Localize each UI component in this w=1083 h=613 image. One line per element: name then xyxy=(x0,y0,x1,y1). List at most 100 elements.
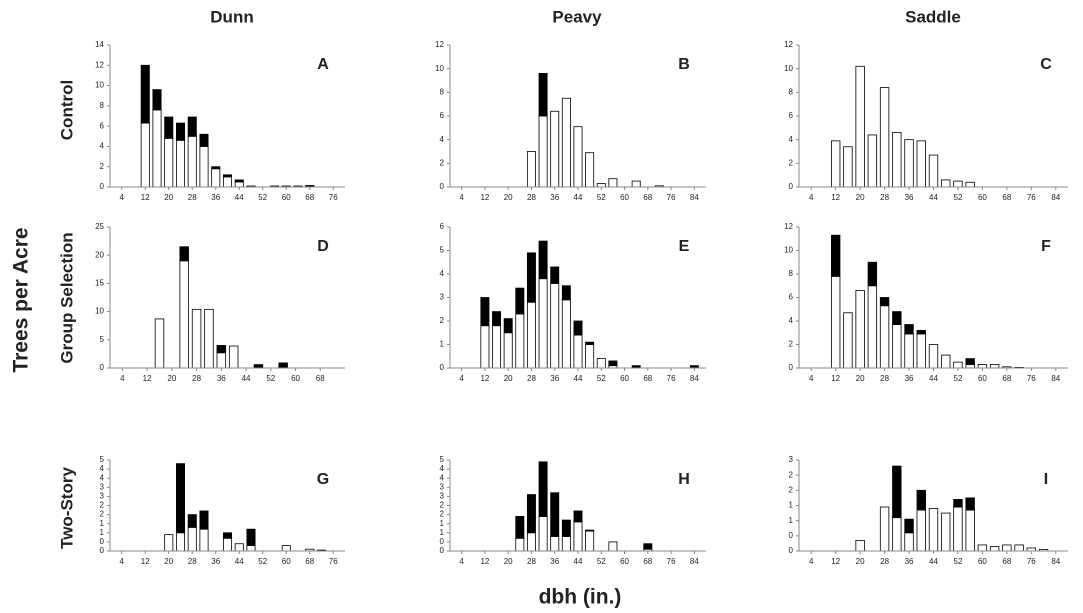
bar-segment xyxy=(550,110,560,188)
bar-segment xyxy=(977,544,988,552)
panel-letter: G xyxy=(317,471,329,488)
y-tick-label: 1 xyxy=(789,501,794,510)
bar-segment xyxy=(538,278,548,369)
x-tick-label: 28 xyxy=(188,193,197,202)
bar-segment xyxy=(526,532,536,552)
bar-segment xyxy=(989,546,1000,552)
bar-segment xyxy=(538,73,548,117)
bar-segment xyxy=(305,185,315,187)
bar-segment xyxy=(608,541,618,552)
y-tick-label: 2 xyxy=(789,470,794,479)
y-tick-label: 2 xyxy=(789,485,794,494)
x-tick-label: 68 xyxy=(1002,557,1011,566)
y-tick-label: 4 xyxy=(440,464,445,473)
bar-segment xyxy=(573,521,583,552)
y-tick-label: 0 xyxy=(789,363,794,372)
y-tick-label: 0 xyxy=(100,182,105,191)
x-tick-label: 12 xyxy=(141,557,150,566)
x-tick-label: 4 xyxy=(120,557,125,566)
y-tick-label: 10 xyxy=(784,246,793,255)
bar-segment xyxy=(941,512,951,552)
x-tick-label: 28 xyxy=(880,193,889,202)
x-tick-label: 36 xyxy=(211,193,220,202)
bar-segment xyxy=(928,344,939,369)
y-tick-label: 3 xyxy=(100,482,105,491)
x-tick-label: 20 xyxy=(504,374,513,383)
bar-segment xyxy=(199,133,209,147)
bar-segment xyxy=(904,333,914,369)
bar-segment xyxy=(916,489,926,511)
bar-segment xyxy=(953,499,963,508)
y-tick-label: 4 xyxy=(440,269,445,278)
bar-segment xyxy=(550,536,560,552)
x-tick-label: 4 xyxy=(809,193,814,202)
bar-segment xyxy=(191,308,202,369)
x-tick-label: 36 xyxy=(550,193,559,202)
x-tick-label: 12 xyxy=(143,374,152,383)
x-tick-label: 36 xyxy=(905,374,914,383)
x-tick-label: 60 xyxy=(282,557,291,566)
x-tick-label: 44 xyxy=(929,374,938,383)
bar-segment xyxy=(503,318,513,334)
x-tick-label: 68 xyxy=(1002,374,1011,383)
x-tick-label: 76 xyxy=(329,193,338,202)
y-tick-label: 1 xyxy=(440,519,445,528)
y-tick-label: 4 xyxy=(100,464,105,473)
bar-segment xyxy=(573,334,583,369)
bar-segment xyxy=(867,285,878,369)
y-tick-label: 8 xyxy=(789,87,794,96)
bar-segment xyxy=(573,510,583,523)
x-tick-label: 52 xyxy=(954,193,963,202)
bar-segment xyxy=(843,146,853,188)
y-tick-label: 1 xyxy=(789,516,794,525)
bar-segment xyxy=(855,65,865,188)
x-tick-label: 28 xyxy=(880,557,889,566)
bar-segment xyxy=(211,168,221,188)
x-tick-label: 4 xyxy=(459,193,464,202)
x-tick-label: 84 xyxy=(690,193,699,202)
bar-segment xyxy=(843,312,853,369)
x-tick-label: 44 xyxy=(929,193,938,202)
bar-segment xyxy=(492,311,502,327)
bar-segment xyxy=(965,181,975,188)
row-label: Two-Story xyxy=(57,467,76,549)
column-title: Peavy xyxy=(552,7,602,26)
x-tick-label: 68 xyxy=(1002,193,1011,202)
bar-segment xyxy=(175,463,186,534)
bar-segment xyxy=(892,311,902,325)
y-tick-label: 4 xyxy=(100,142,105,151)
bar-segment xyxy=(953,180,963,188)
bar-segment xyxy=(492,325,502,369)
x-tick-label: 28 xyxy=(527,374,536,383)
bar-segment xyxy=(480,297,490,327)
bar-segment xyxy=(1014,544,1024,552)
x-tick-label: 4 xyxy=(809,557,814,566)
panel-letter: H xyxy=(678,471,690,488)
bar-segment xyxy=(246,545,256,552)
y-tick-label: 2 xyxy=(100,162,105,171)
bar-segment xyxy=(152,109,162,188)
bar-segment xyxy=(187,116,197,137)
column-title: Saddle xyxy=(905,7,961,26)
x-tick-label: 20 xyxy=(167,374,176,383)
y-tick-label: 5 xyxy=(100,335,105,344)
bar-segment xyxy=(526,252,536,303)
x-tick-label: 60 xyxy=(291,374,300,383)
bar-segment xyxy=(164,534,174,552)
row-label: Group Selection xyxy=(57,232,76,363)
bar-segment xyxy=(550,266,560,284)
bar-segment xyxy=(140,122,150,188)
bar-segment xyxy=(965,358,975,365)
x-tick-label: 84 xyxy=(690,557,699,566)
y-tick-label: 12 xyxy=(784,222,793,231)
x-tick-label: 36 xyxy=(217,374,226,383)
panel-letter: C xyxy=(1040,56,1052,73)
bar-segment xyxy=(199,510,209,530)
x-tick-label: 52 xyxy=(597,557,606,566)
bar-segment xyxy=(892,132,902,188)
bar-segment xyxy=(904,532,914,552)
y-tick-label: 4 xyxy=(789,135,794,144)
y-tick-label: 0 xyxy=(789,546,794,555)
bar-segment xyxy=(515,313,525,369)
